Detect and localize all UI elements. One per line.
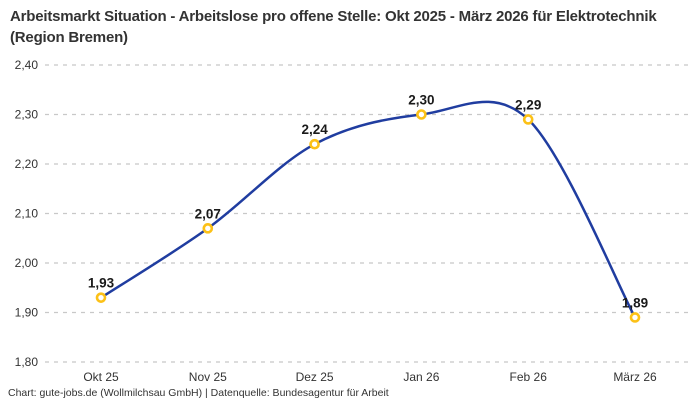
data-point-marker bbox=[95, 292, 107, 303]
trend-line bbox=[99, 100, 637, 319]
y-axis-tick-label: 2,40 bbox=[15, 58, 39, 72]
x-axis-tick-label: Nov 25 bbox=[189, 370, 227, 384]
x-axis-tick-label: Okt 25 bbox=[83, 370, 119, 384]
chart-footer-attribution: Chart: gute-jobs.de (Wollmilchsau GmbH) … bbox=[8, 387, 389, 399]
data-point-marker bbox=[629, 312, 641, 323]
y-axis-tick-label: 2,10 bbox=[15, 207, 39, 221]
data-point-label: 2,29 bbox=[515, 97, 541, 112]
x-axis-tick-label: Jan 26 bbox=[403, 370, 439, 384]
x-axis-tick-label: Dez 25 bbox=[296, 370, 334, 384]
y-axis-tick-label: 2,30 bbox=[15, 108, 39, 122]
data-point-label: 2,30 bbox=[408, 93, 434, 108]
data-point-label: 2,24 bbox=[301, 122, 328, 137]
x-axis-tick-label: Feb 26 bbox=[510, 370, 548, 384]
data-point-label: 2,07 bbox=[195, 206, 221, 221]
data-point-label: 1,89 bbox=[622, 295, 648, 310]
data-point-label: 1,93 bbox=[88, 276, 115, 291]
data-point-marker bbox=[309, 138, 320, 150]
y-axis-tick-label: 2,00 bbox=[15, 256, 39, 270]
y-axis-tick-label: 1,80 bbox=[15, 355, 39, 369]
chart-title: Arbeitsmarkt Situation - Arbeitslose pro… bbox=[10, 8, 657, 46]
y-axis-tick-label: 2,20 bbox=[15, 157, 39, 171]
data-point-marker bbox=[522, 114, 534, 125]
x-axis-tick-label: März 26 bbox=[613, 370, 657, 384]
y-axis-tick-label: 1,90 bbox=[15, 306, 39, 320]
data-point-marker bbox=[202, 223, 214, 234]
data-point-marker bbox=[416, 109, 427, 120]
